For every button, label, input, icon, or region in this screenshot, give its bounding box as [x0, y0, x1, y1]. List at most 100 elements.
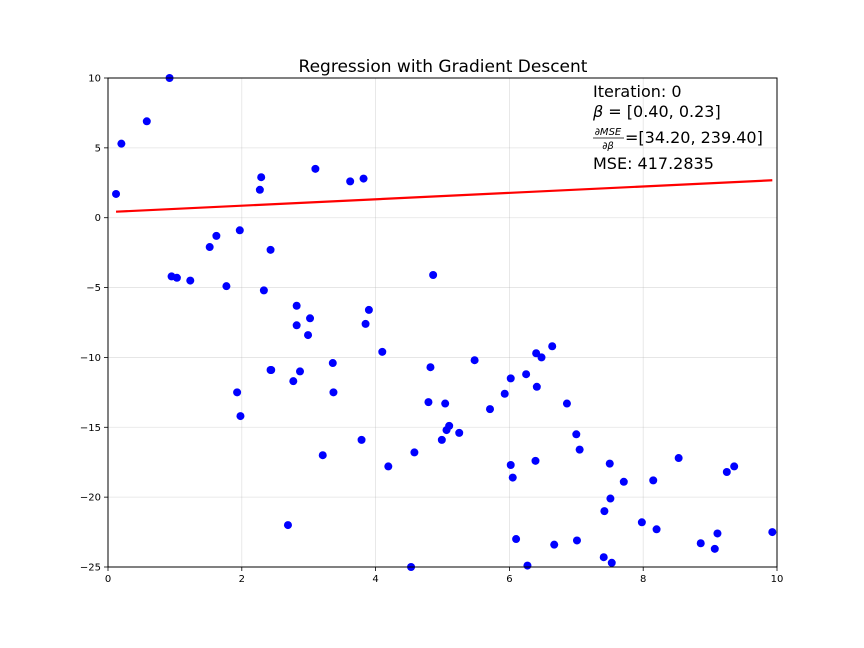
- y-tick-label: −25: [80, 563, 101, 574]
- data-point: [768, 528, 777, 537]
- data-point: [378, 347, 387, 356]
- chart-title: Regression with Gradient Descent: [299, 57, 588, 77]
- data-point: [410, 448, 419, 457]
- data-point: [364, 305, 373, 314]
- data-point: [730, 462, 739, 471]
- data-point: [550, 540, 559, 549]
- data-point: [142, 117, 151, 126]
- data-point: [255, 185, 264, 194]
- beta-symbol: β: [592, 102, 603, 121]
- data-point: [318, 451, 327, 460]
- data-point: [523, 561, 532, 570]
- data-point: [470, 356, 479, 365]
- data-point: [600, 507, 609, 516]
- plot-frame: [107, 77, 778, 568]
- data-point: [506, 374, 515, 383]
- data-point: [713, 529, 722, 538]
- x-tick-label: 4: [372, 574, 378, 585]
- data-point: [361, 319, 370, 328]
- data-point: [205, 243, 214, 252]
- gradient-denominator: ∂β: [602, 141, 614, 152]
- regression-line: [115, 179, 773, 213]
- data-point: [429, 270, 438, 279]
- beta-values: = [0.40, 0.23]: [603, 102, 720, 121]
- beta-label: β = [0.40, 0.23]: [592, 102, 721, 121]
- x-tick-label: 10: [771, 574, 784, 585]
- data-point: [572, 536, 581, 545]
- data-point: [506, 461, 515, 470]
- data-point: [722, 467, 731, 476]
- data-point: [112, 189, 121, 198]
- data-point: [572, 430, 581, 439]
- data-point: [441, 399, 450, 408]
- data-point: [283, 521, 292, 530]
- data-point: [532, 382, 541, 391]
- data-point: [236, 412, 245, 421]
- data-point: [292, 321, 301, 330]
- gradient-values: =[34.20, 239.40]: [625, 128, 763, 147]
- data-point: [172, 273, 181, 282]
- data-point: [384, 462, 393, 471]
- data-point: [296, 367, 305, 376]
- data-point: [537, 353, 546, 362]
- iteration-label: Iteration: 0: [593, 82, 682, 101]
- data-point: [696, 539, 705, 548]
- data-point: [455, 428, 464, 437]
- data-point: [710, 544, 719, 553]
- data-point: [329, 388, 338, 397]
- data-point: [266, 366, 275, 375]
- data-point: [437, 435, 446, 444]
- y-tick-label: −20: [80, 493, 101, 504]
- data-point: [548, 342, 557, 351]
- data-point: [562, 399, 571, 408]
- data-point: [674, 454, 683, 463]
- data-point: [357, 435, 366, 444]
- y-tick-label: 0: [95, 213, 101, 224]
- data-point: [619, 477, 628, 486]
- data-point: [257, 173, 266, 182]
- data-point: [607, 558, 616, 567]
- data-point: [235, 226, 244, 235]
- data-point: [649, 476, 658, 485]
- x-tick-label: 6: [506, 574, 512, 585]
- mse-label: MSE: 417.2835: [593, 154, 714, 173]
- data-point: [508, 473, 517, 482]
- data-point: [500, 389, 509, 398]
- y-tick-label: −15: [80, 423, 101, 434]
- data-point: [532, 349, 541, 358]
- data-point: [359, 174, 368, 183]
- data-point: [304, 331, 313, 340]
- data-point: [599, 553, 608, 562]
- data-point: [522, 370, 531, 379]
- y-tick-label: −10: [80, 353, 101, 364]
- data-point: [186, 276, 195, 285]
- data-point: [306, 314, 315, 323]
- y-tick-label: −5: [86, 283, 101, 294]
- data-point: [117, 139, 126, 148]
- x-tick-label: 8: [640, 574, 646, 585]
- data-point: [259, 286, 268, 295]
- data-point: [311, 164, 320, 173]
- data-point: [346, 177, 355, 186]
- data-point: [424, 398, 433, 407]
- data-point: [575, 445, 584, 454]
- data-point: [212, 231, 221, 240]
- data-point: [292, 301, 301, 310]
- x-tick-label: 0: [105, 574, 111, 585]
- axis-ticks: 0 2 4 6 8 10 10 5 0 −5 −10 −15 −20 −25: [80, 74, 783, 586]
- data-point: [512, 535, 521, 544]
- annotation-box: Iteration: 0 β = [0.40, 0.23] ∂MSE ∂β =[…: [592, 82, 763, 173]
- y-tick-label: 10: [88, 74, 101, 85]
- data-point: [637, 518, 646, 527]
- data-point: [485, 405, 494, 414]
- y-tick-label: 5: [95, 143, 101, 154]
- data-point: [328, 359, 337, 368]
- data-point: [266, 245, 275, 254]
- data-point: [652, 525, 661, 534]
- data-point: [426, 363, 435, 372]
- data-point: [233, 388, 242, 397]
- data-point: [606, 494, 615, 503]
- regression-line-layer: [115, 179, 773, 213]
